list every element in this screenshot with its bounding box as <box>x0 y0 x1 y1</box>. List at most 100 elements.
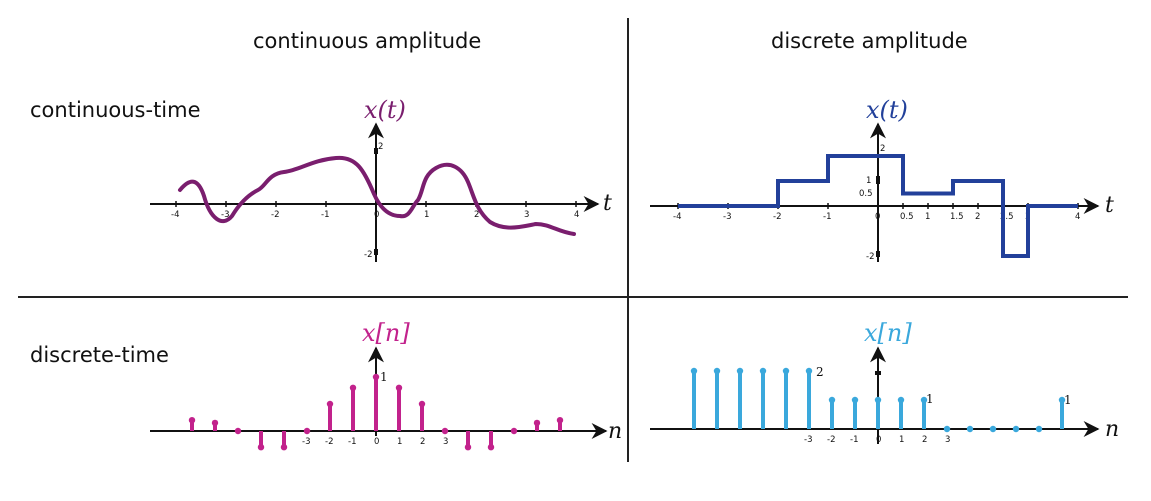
ct-ca-x-tick-1: 1 <box>424 210 429 220</box>
header-continuous-amplitude: continuous amplitude <box>253 29 482 53</box>
dt-ca-sample-neg7 <box>211 419 219 427</box>
ct-da-x-tick-0-5: 0.5 <box>900 212 914 222</box>
ct-da-y-label: x(t) <box>866 96 908 124</box>
ct-da-x-tick-1-5: 1.5 <box>950 212 964 222</box>
dt-ca-sample-6 <box>510 427 518 435</box>
dt-da-x-tick-neg3: -3 <box>804 435 812 445</box>
dt-ca-sample-3 <box>441 427 449 435</box>
dt-ca-y-label: x[n] <box>362 319 410 347</box>
dt-ca-x-label: n <box>608 419 622 444</box>
ct-ca-x-tick-4: 4 <box>574 210 579 220</box>
dt-da-sample-8 <box>1058 396 1066 404</box>
dt-da-sample-neg3 <box>805 367 813 375</box>
panel-dt-da: -3 -2 -1 0 1 2 3 2 1 1 x[n] n <box>650 319 1119 445</box>
dt-da-sample-neg5 <box>759 367 767 375</box>
ct-ca-x-tick-3: 3 <box>524 210 529 220</box>
dt-ca-sample-neg4 <box>280 444 288 451</box>
dt-da-x-tick-neg2: -2 <box>827 435 835 445</box>
dt-da-x-tick-2: 2 <box>922 435 927 445</box>
ct-da-y-marker-1 <box>876 176 880 184</box>
dt-da-sample-2 <box>920 396 928 404</box>
ct-ca-x-label: t <box>603 191 612 216</box>
panel-dt-ca: -3 -2 -1 0 1 2 3 1 x[n] n <box>150 319 622 451</box>
dt-ca-sample-neg5 <box>257 444 265 451</box>
ct-da-x-tick-neg1: -1 <box>823 212 831 222</box>
ct-da-y-tick-2: 2 <box>880 144 885 154</box>
dt-da-sample-0 <box>874 396 882 404</box>
dt-ca-sample-neg1 <box>349 384 357 391</box>
dt-ca-sample-1 <box>395 384 403 391</box>
dt-da-x-tick-neg1: -1 <box>850 435 858 445</box>
dt-ca-y-tick-1: 1 <box>380 370 388 384</box>
ct-ca-y-label: x(t) <box>364 96 406 124</box>
ct-ca-y-tick-2: 2 <box>378 142 383 152</box>
dt-ca-sample-8 <box>556 417 564 424</box>
dt-ca-sample-4 <box>464 444 472 451</box>
dt-ca-x-tick-neg3: -3 <box>302 437 310 447</box>
ct-ca-y-marker-neg2 <box>374 249 378 255</box>
ct-da-y-tick-neg2: -2 <box>866 252 874 262</box>
ct-da-y-marker-neg2 <box>876 251 880 257</box>
ct-ca-y-marker-2 <box>374 148 378 154</box>
ct-da-x-tick-neg3: -3 <box>723 212 731 222</box>
dt-da-sample-neg2 <box>828 396 836 404</box>
ct-ca-y-tick-neg2: -2 <box>364 250 372 260</box>
ct-ca-x-tick-neg4: -4 <box>171 210 179 220</box>
ct-da-x-tick-4: 4 <box>1075 212 1080 222</box>
header-discrete-amplitude: discrete amplitude <box>771 29 968 53</box>
dt-ca-x-tick-0: 0 <box>374 437 379 447</box>
ct-ca-x-tick-2: 2 <box>474 210 479 220</box>
panel-ct-ca: -4 -3 -2 -1 0 1 2 3 4 2 -2 x(t) t <box>150 96 612 262</box>
dt-da-sample-7 <box>1035 425 1043 433</box>
dt-da-y-marker <box>875 371 881 375</box>
ct-da-x-tick-2-5: 2.5 <box>1000 212 1014 222</box>
ct-da-y-tick-1: 1 <box>866 176 871 186</box>
dt-da-sample-neg7 <box>713 367 721 375</box>
header-discrete-time: discrete-time <box>30 343 169 367</box>
dt-ca-sample-5 <box>487 444 495 451</box>
dt-da-sample-neg1 <box>851 396 859 404</box>
dt-ca-sample-0 <box>372 373 380 381</box>
dt-da-x-tick-0: 0 <box>876 435 881 445</box>
dt-ca-sample-7 <box>533 419 541 427</box>
dt-da-sample-3 <box>943 425 951 433</box>
ct-ca-x-tick-0: 0 <box>374 210 379 220</box>
dt-ca-sample-2 <box>418 400 426 408</box>
dt-ca-x-tick-neg1: -1 <box>348 437 356 447</box>
ct-ca-x-tick-neg1: -1 <box>321 210 329 220</box>
dt-ca-sample-neg6 <box>234 427 242 435</box>
dt-da-sample-5 <box>989 425 997 433</box>
ct-da-x-tick-neg4: -4 <box>673 212 681 222</box>
ct-da-x-tick-1: 1 <box>925 212 930 222</box>
dt-da-sample-6 <box>1012 425 1020 433</box>
dt-da-mark-1b: 1 <box>1064 393 1072 407</box>
dt-da-x-label: n <box>1105 417 1119 442</box>
ct-da-x-tick-neg2: -2 <box>773 212 781 222</box>
dt-ca-sample-neg3 <box>303 427 311 435</box>
dt-da-sample-neg6 <box>736 367 744 375</box>
dt-ca-x-tick-2: 2 <box>420 437 425 447</box>
panel-ct-da: -4 -3 -2 -1 0 0.5 1 1.5 2 2.5 3 4 2 1 0.5 -2 x(t) t <box>650 96 1114 262</box>
dt-ca-x-tick-3: 3 <box>443 437 448 447</box>
ct-ca-x-tick-neg3: -3 <box>221 210 229 220</box>
dt-ca-sample-neg8 <box>188 417 196 424</box>
dt-ca-sample-neg2 <box>326 400 334 408</box>
header-continuous-time: continuous-time <box>30 98 201 122</box>
dt-da-mark-2: 2 <box>816 365 824 379</box>
ct-da-step-signal <box>678 154 1078 258</box>
ct-ca-signal-curve <box>178 155 576 236</box>
dt-ca-x-tick-neg2: -2 <box>325 437 333 447</box>
ct-da-y-tick-0-5: 0.5 <box>859 189 873 199</box>
dt-da-sample-neg8 <box>690 367 698 375</box>
ct-da-x-tick-0: 0 <box>875 212 880 222</box>
dt-da-x-tick-1: 1 <box>899 435 904 445</box>
ct-ca-x-tick-neg2: -2 <box>271 210 279 220</box>
dt-da-sample-1 <box>897 396 905 404</box>
dt-da-mark-1: 1 <box>926 392 934 406</box>
dt-ca-x-tick-1: 1 <box>397 437 402 447</box>
ct-da-x-tick-2: 2 <box>975 212 980 222</box>
ct-da-x-label: t <box>1105 193 1114 218</box>
dt-da-sample-4 <box>966 425 974 433</box>
